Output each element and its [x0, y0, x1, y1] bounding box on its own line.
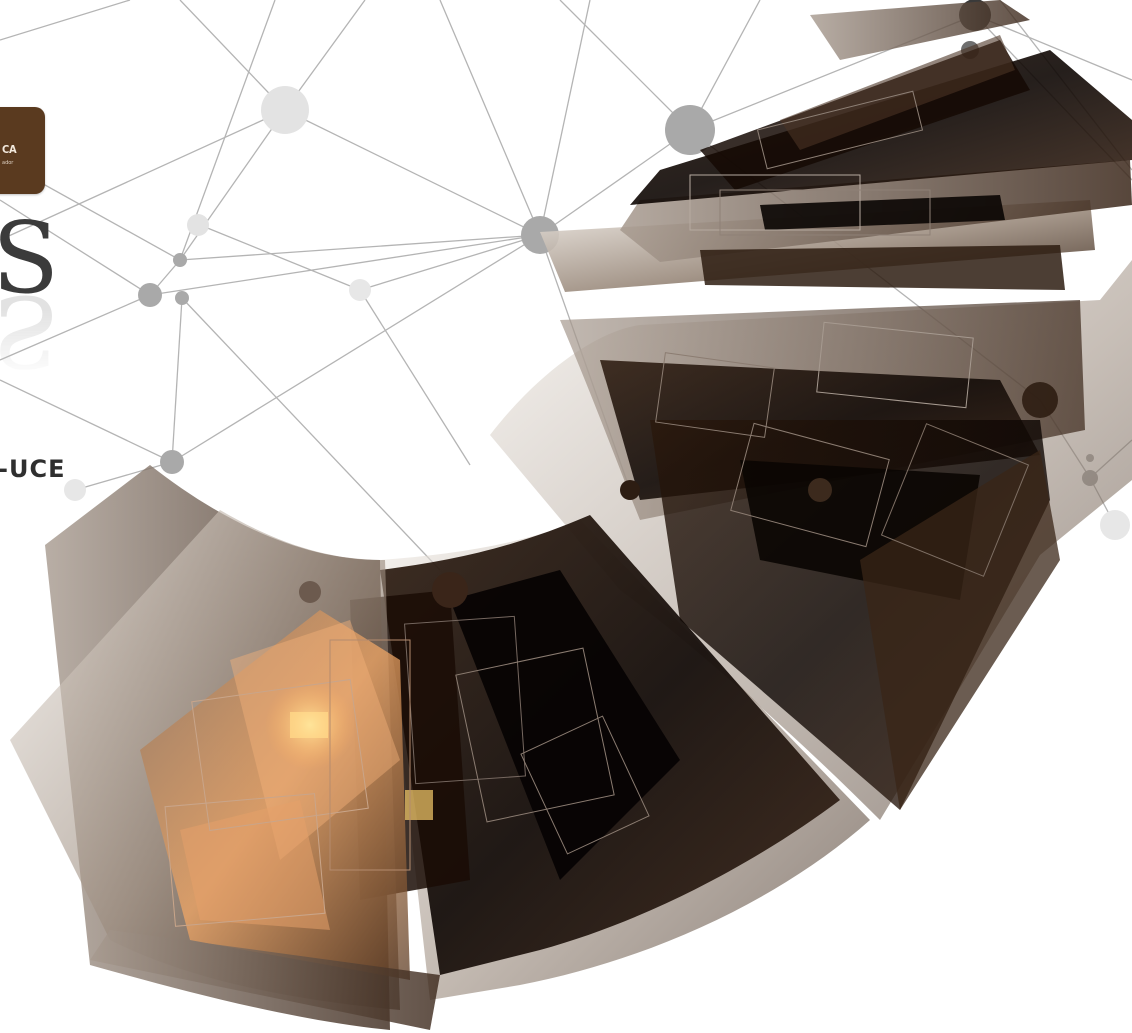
heading-letter: S [0, 202, 60, 316]
network-nodes [64, 0, 1130, 540]
logo-badge: CA ador [0, 107, 45, 194]
logo-text: CA [2, 143, 17, 156]
upper-fan [540, 0, 1132, 292]
institution-label: -UCE [0, 455, 66, 483]
right-fan [490, 260, 1132, 820]
logo-subtext: ador [2, 160, 14, 166]
heading-letter-reflection: S [0, 273, 59, 387]
lower-left-fan [10, 465, 440, 1030]
